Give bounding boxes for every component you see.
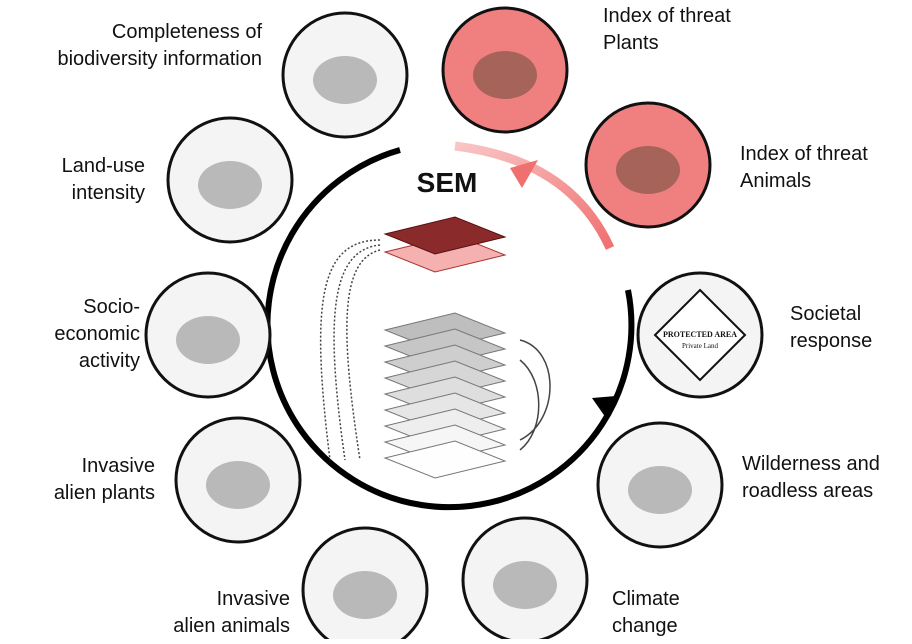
node-label: Societal response — [790, 303, 872, 352]
label-line: alien plants — [54, 482, 155, 504]
layer-stack — [321, 217, 550, 478]
label-line: economic — [54, 323, 140, 345]
label-line: Land-use — [62, 155, 145, 177]
icon-drawing — [206, 461, 270, 509]
node-label: Socio-economic activity — [54, 296, 140, 372]
label-line: Wilderness and — [742, 453, 880, 475]
sem-diagram: SEM Completeness of biodiversity informat… — [0, 0, 912, 639]
label-line: alien animals — [173, 615, 290, 637]
label-line: Completeness of — [112, 21, 263, 43]
connector — [520, 340, 550, 450]
icon-drawing — [473, 51, 537, 99]
node-label: Land-use intensity — [62, 155, 145, 204]
node-label: Index of threat Animals — [740, 143, 868, 192]
label-line: intensity — [72, 182, 145, 204]
connector — [321, 240, 380, 460]
node-label: Invasive alien plants — [54, 455, 155, 504]
center-title: SEM — [417, 167, 478, 198]
icon-drawing — [616, 146, 680, 194]
icon-drawing — [176, 316, 240, 364]
label-line: Climate — [612, 588, 680, 610]
label-line: change — [612, 615, 678, 637]
label-line: response — [790, 330, 872, 352]
icon-drawing — [493, 561, 557, 609]
label-line: Invasive — [82, 455, 155, 477]
node-label: Invasive alien animals — [173, 588, 290, 637]
label-line: biodiversity information — [57, 48, 262, 70]
page: {"center": {"title": "SEM"}, "nodes": [ … — [0, 0, 912, 639]
icon-drawing — [198, 161, 262, 209]
label-line: Invasive — [217, 588, 290, 610]
label-line: Animals — [740, 170, 811, 192]
sign-title: PROTECTED AREA — [663, 330, 737, 339]
label-line: activity — [79, 350, 140, 372]
label-line: Index of threat — [740, 143, 868, 165]
icon-drawing — [628, 466, 692, 514]
node-label: Index of threat Plants — [603, 5, 731, 54]
node-label: Wilderness and roadless areas — [742, 453, 880, 502]
icon-drawing — [333, 571, 397, 619]
label-line: roadless areas — [742, 480, 873, 502]
sign-subtitle: Private Land — [682, 342, 718, 350]
node-label: Climate change — [612, 588, 680, 637]
icon-drawing — [313, 56, 377, 104]
node-label: Completeness of biodiversity information — [57, 21, 262, 70]
label-line: Societal — [790, 303, 861, 325]
label-line: Socio- — [83, 296, 140, 318]
label-line: Plants — [603, 32, 659, 54]
label-line: Index of threat — [603, 5, 731, 27]
